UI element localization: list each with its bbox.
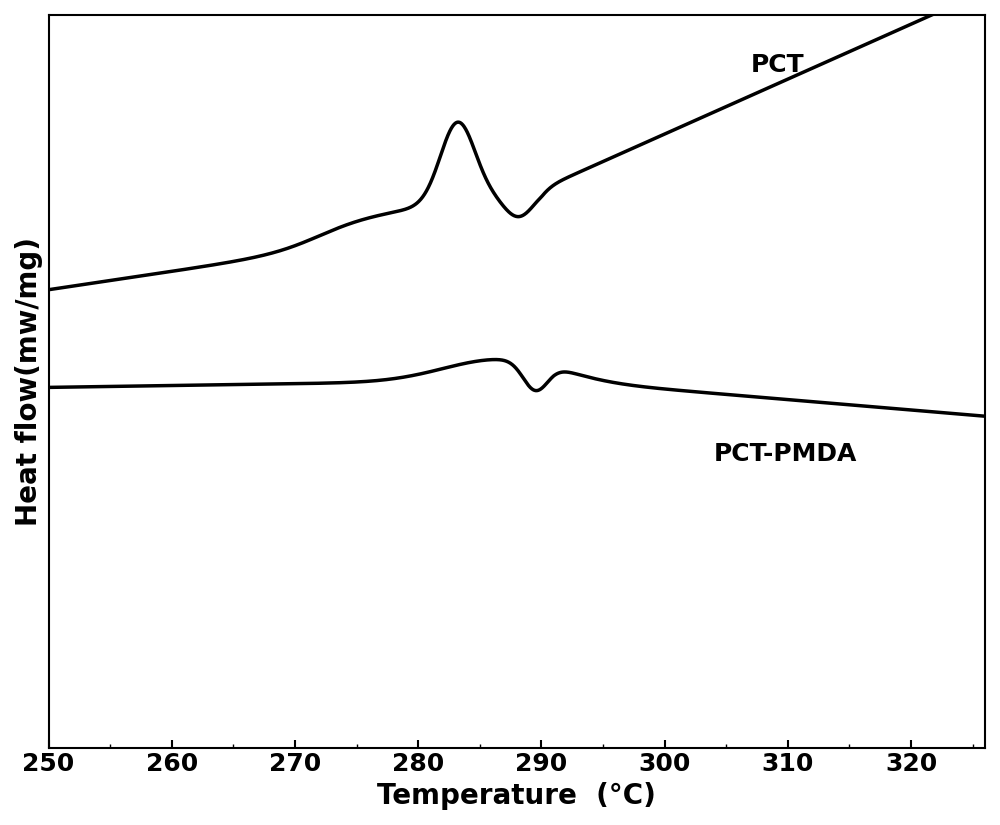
Text: PCT: PCT <box>751 54 805 78</box>
Y-axis label: Heat flow(mw/mg): Heat flow(mw/mg) <box>15 237 43 526</box>
Text: PCT-PMDA: PCT-PMDA <box>714 442 857 466</box>
X-axis label: Temperature  (°C): Temperature (°C) <box>377 782 656 810</box>
